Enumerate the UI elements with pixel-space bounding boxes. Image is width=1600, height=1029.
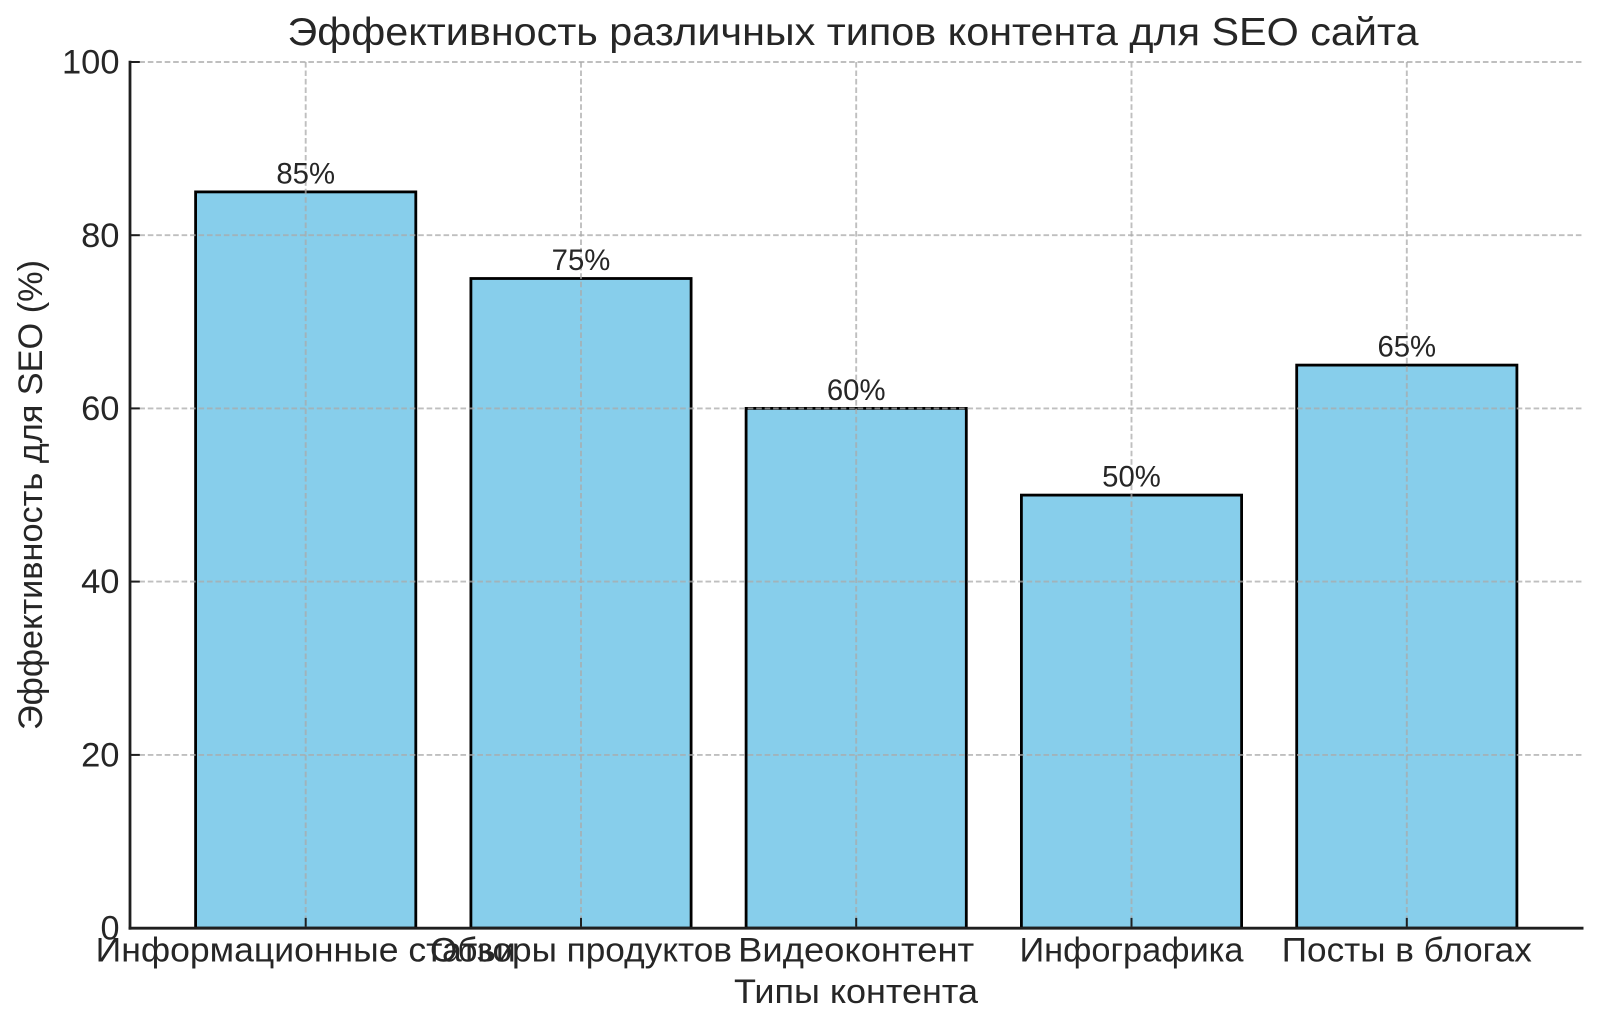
svg-text:40: 40 (81, 563, 119, 601)
svg-text:100: 100 (62, 44, 120, 82)
svg-text:Типы контента: Типы контента (734, 973, 979, 1011)
svg-text:60%: 60% (827, 374, 886, 407)
svg-text:65%: 65% (1377, 331, 1436, 364)
svg-text:Обзоры продуктов: Обзоры продуктов (430, 931, 732, 969)
svg-text:0: 0 (100, 910, 119, 948)
svg-text:85%: 85% (276, 157, 335, 190)
svg-text:75%: 75% (552, 244, 611, 277)
svg-text:50%: 50% (1102, 461, 1161, 494)
svg-text:Информационные статьи: Информационные статьи (96, 931, 516, 969)
svg-text:Видеоконтент: Видеоконтент (738, 931, 974, 969)
svg-text:60: 60 (81, 390, 119, 428)
svg-text:80: 80 (81, 217, 119, 255)
svg-text:20: 20 (81, 736, 119, 774)
svg-text:Посты в блогах: Посты в блогах (1282, 931, 1532, 969)
svg-text:Эффективность для SEO (%): Эффективность для SEO (%) (12, 260, 50, 730)
svg-text:Эффективность различных типов: Эффективность различных типов контента д… (288, 11, 1419, 54)
svg-text:Инфографика: Инфографика (1020, 931, 1245, 969)
